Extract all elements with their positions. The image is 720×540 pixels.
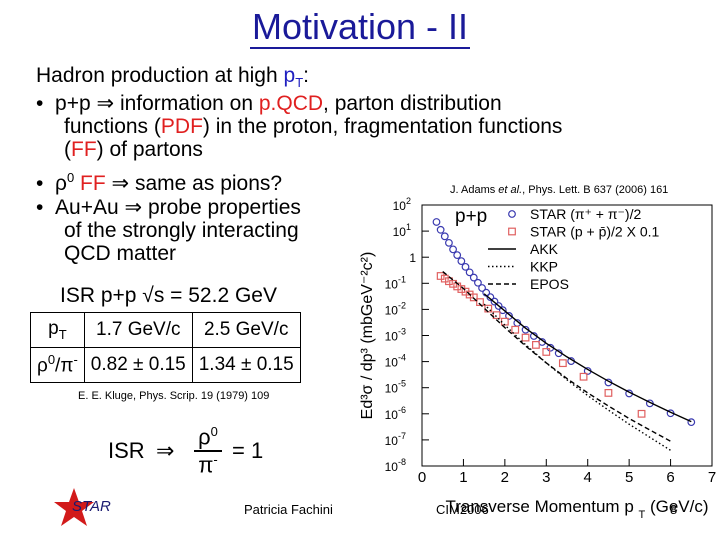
y-tick-label: 10-4 bbox=[385, 353, 406, 370]
x-tick-label: 2 bbox=[501, 469, 509, 486]
data-point bbox=[486, 293, 495, 302]
table-cell: 1.34 ± 0.15 bbox=[191, 347, 301, 383]
data-point bbox=[474, 278, 482, 287]
data-point bbox=[457, 257, 466, 266]
data-point bbox=[445, 238, 453, 247]
x-tick-label: 5 bbox=[625, 469, 633, 486]
bullet-1-line-3: (FF) of partons bbox=[64, 138, 203, 161]
legend-label: AKK bbox=[530, 241, 559, 257]
data-point bbox=[453, 251, 462, 260]
footer-author: Patricia Fachini bbox=[244, 502, 333, 517]
data-point bbox=[445, 277, 453, 286]
slide-title: Motivation - II bbox=[249, 6, 471, 49]
data-point bbox=[604, 389, 613, 397]
bullet-3-line-2: of the strongly interacting bbox=[64, 219, 299, 242]
data-point bbox=[637, 409, 646, 418]
isr-ratio-formula: ISR ⇒ ρ0 π- = 1 bbox=[108, 424, 278, 479]
legend-marker bbox=[508, 227, 516, 236]
legend-label: KKP bbox=[530, 259, 558, 275]
data-point bbox=[542, 348, 551, 356]
data-point bbox=[432, 218, 441, 226]
y-tick-label: 101 bbox=[393, 222, 411, 239]
y-axis-label: Ed³σ / dp³ (mbGeV⁻²c²) bbox=[359, 252, 376, 420]
formula-fraction: ρ0 π- bbox=[194, 424, 222, 479]
series-line bbox=[442, 271, 671, 442]
legend-label: EPOS bbox=[530, 276, 569, 292]
data-point bbox=[465, 268, 474, 277]
plot-frame bbox=[421, 204, 713, 467]
data-point bbox=[476, 298, 484, 306]
data-point bbox=[498, 306, 507, 315]
y-tick-label: 10-2 bbox=[385, 300, 406, 317]
formula-rhs: = 1 bbox=[232, 438, 264, 463]
data-point bbox=[505, 312, 513, 320]
x-tick-label: 7 bbox=[708, 469, 716, 486]
data-point bbox=[449, 279, 457, 288]
data-point bbox=[492, 311, 501, 320]
table-cell: 1.7 GeV/c bbox=[83, 312, 193, 348]
data-point bbox=[461, 262, 470, 271]
x-tick-label: 6 bbox=[666, 469, 674, 486]
table-row: pT 1.7 GeV/c 2.5 GeV/c bbox=[30, 312, 301, 348]
table-cell: 2.5 GeV/c bbox=[191, 312, 301, 348]
table-cell: 0.82 ± 0.15 bbox=[83, 347, 193, 383]
star-logo bbox=[52, 486, 96, 530]
heading: Hadron production at high pT: bbox=[36, 64, 309, 91]
star-logo-text: STAR bbox=[72, 498, 111, 515]
series-line bbox=[483, 293, 692, 423]
data-point bbox=[440, 232, 449, 241]
data-point bbox=[521, 333, 530, 342]
data-point bbox=[494, 302, 503, 310]
data-point bbox=[558, 359, 567, 368]
isr-heading: ISR p+p √s = 52.2 GeV bbox=[60, 284, 277, 307]
x-axis-label: Transverse Momentum p T (GeV/c) bbox=[445, 497, 708, 521]
data-point bbox=[469, 293, 478, 302]
y-tick-label: 10-1 bbox=[385, 274, 406, 291]
reference-kluge: E. E. Kluge, Phys. Scrip. 19 (1979) 109 bbox=[78, 390, 270, 402]
y-tick-label: 10-8 bbox=[385, 457, 406, 474]
formula-left: ISR bbox=[108, 438, 145, 463]
y-tick-label: 10-3 bbox=[385, 327, 406, 344]
legend-marker bbox=[508, 210, 516, 218]
data-point bbox=[436, 272, 445, 280]
chart-title: p+p bbox=[455, 206, 487, 227]
y-tick-label: 1 bbox=[409, 251, 416, 265]
x-tick-label: 1 bbox=[459, 469, 467, 486]
y-tick-label: 10-7 bbox=[385, 431, 406, 448]
y-tick-label: 10-5 bbox=[385, 379, 406, 396]
data-point bbox=[532, 340, 540, 349]
x-tick-label: 0 bbox=[418, 469, 426, 486]
bullet-1: • p+p ⇒ information on p.QCD, parton dis… bbox=[36, 92, 502, 115]
y-tick-label: 102 bbox=[393, 196, 411, 213]
data-point bbox=[478, 284, 486, 292]
table-row: ρ0/π- 0.82 ± 0.15 1.34 ± 0.15 bbox=[30, 347, 301, 383]
isr-table: pT 1.7 GeV/c 2.5 GeV/c ρ0/π- 0.82 ± 0.15… bbox=[30, 312, 301, 383]
footer-event: CIM2006 bbox=[436, 502, 489, 517]
bullet-3: • Au+Au ⇒ probe properties bbox=[36, 196, 301, 219]
footer-page: 8 bbox=[670, 502, 678, 517]
legend-label: STAR (p + p̄)/2 X 0.1 bbox=[530, 224, 660, 240]
data-point bbox=[490, 297, 499, 306]
series-line bbox=[483, 303, 671, 451]
reference-adams: J. Adams et al., Phys. Lett. B 637 (2006… bbox=[450, 184, 669, 196]
data-point bbox=[436, 225, 445, 234]
bullet-2: • ρ0 FF ⇒ same as pions? bbox=[36, 170, 283, 195]
data-point bbox=[511, 325, 520, 334]
x-tick-label: 4 bbox=[584, 469, 592, 486]
x-tick-label: 3 bbox=[542, 469, 550, 486]
legend-label: STAR (π⁺ + π⁻)/2 bbox=[530, 206, 641, 222]
bullet-1-line-2: functions (PDF) in the proton, fragmenta… bbox=[64, 115, 563, 138]
data-point bbox=[687, 418, 696, 427]
formula-arrow: ⇒ bbox=[156, 438, 175, 463]
y-tick-label: 10-6 bbox=[385, 405, 406, 422]
star-logo-icon bbox=[54, 488, 94, 526]
bullet-3-line-3: QCD matter bbox=[64, 242, 177, 265]
data-point bbox=[449, 245, 457, 254]
data-point bbox=[440, 274, 449, 283]
data-point bbox=[469, 273, 478, 282]
data-point bbox=[579, 372, 588, 381]
table-cell: ρ0/π- bbox=[30, 347, 85, 383]
